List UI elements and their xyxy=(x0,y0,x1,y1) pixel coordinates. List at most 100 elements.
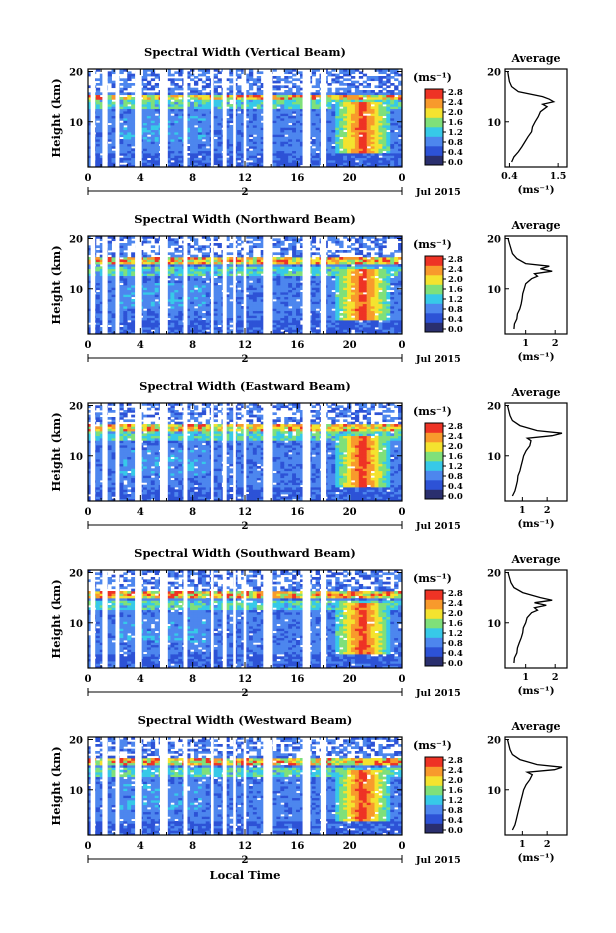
date-label: Jul 2015 xyxy=(415,855,461,866)
colorbar-segment xyxy=(425,805,443,815)
colorbar-tick-label: 2.4 xyxy=(448,265,463,275)
average-profile-line xyxy=(508,573,552,664)
colorbar-segment xyxy=(425,647,443,657)
y-axis-label: Height (km) xyxy=(49,245,63,324)
x-tick-label: 4 xyxy=(137,173,144,184)
avg-y-tick-label: 20 xyxy=(487,68,501,79)
colorbar-segment xyxy=(425,619,443,629)
colorbar-tick-label: 2.4 xyxy=(448,766,463,776)
colorbar-tick-label: 1.2 xyxy=(448,796,463,806)
colorbar-tick-label: 1.2 xyxy=(448,629,463,639)
colorbar-segment xyxy=(425,146,443,156)
panel-title: Spectral Width (Southward Beam) xyxy=(134,546,356,560)
colorbar-unit: (ms⁻¹) xyxy=(413,71,452,84)
colorbar-unit: (ms⁻¹) xyxy=(413,405,452,418)
x-tick-label: 4 xyxy=(137,674,144,685)
colorbar-tick-label: 0.4 xyxy=(448,816,463,826)
panel-5: Spectral Width (Westward Beam) 1 0 20 Height… xyxy=(49,713,567,866)
colorbar-tick-label: 1.6 xyxy=(448,118,463,128)
avg-y-tick-label: 20 xyxy=(487,736,501,747)
x-tick-label: 8 xyxy=(189,674,196,685)
average-frame xyxy=(505,570,567,668)
y-tick-label: 20 xyxy=(69,569,83,580)
colorbar-segment xyxy=(425,423,443,433)
avg-x-tick-label: 0.4 xyxy=(501,171,518,182)
x-tick-label: 0 xyxy=(85,340,92,351)
colorbar-tick-label: 0.0 xyxy=(448,826,463,836)
colorbar-tick-label: 2.0 xyxy=(448,609,463,619)
avg-x-tick-label: 2 xyxy=(552,338,559,349)
colorbar-segment xyxy=(425,275,443,285)
heatmap xyxy=(88,737,402,835)
colorbar-segment xyxy=(425,108,443,118)
colorbar-tick-label: 2.0 xyxy=(448,108,463,118)
panel-title: Spectral Width (Eastward Beam) xyxy=(139,379,351,393)
colorbar-segment xyxy=(425,304,443,314)
colorbar-tick-label: 1.2 xyxy=(448,462,463,472)
heatmap xyxy=(88,236,402,334)
colorbar-unit: (ms⁻¹) xyxy=(413,739,452,752)
y-axis-label: Height (km) xyxy=(49,579,63,658)
colorbar-segment xyxy=(425,156,443,166)
y-tick-label: 10 xyxy=(69,452,83,463)
average-profile-line xyxy=(508,239,552,330)
colorbar-unit: (ms⁻¹) xyxy=(413,572,452,585)
colorbar-segment xyxy=(425,609,443,619)
x-tick-label: 0 xyxy=(399,340,406,351)
x-tick-label: 8 xyxy=(189,507,196,518)
day-marker: 2 xyxy=(242,187,249,198)
x-tick-label: 20 xyxy=(343,841,357,852)
colorbar-tick-label: 0.8 xyxy=(448,138,463,148)
colorbar-segment xyxy=(425,795,443,805)
day-marker: 2 xyxy=(242,521,249,532)
date-label: Jul 2015 xyxy=(415,354,461,365)
x-tick-label: 0 xyxy=(399,674,406,685)
avg-x-tick-label: 2 xyxy=(544,839,551,850)
x-tick-label: 0 xyxy=(85,841,92,852)
colorbar-segment xyxy=(425,89,443,99)
colorbar-segment xyxy=(425,433,443,443)
colorbar-segment xyxy=(425,767,443,777)
x-tick-label: 0 xyxy=(399,507,406,518)
colorbar-segment xyxy=(425,118,443,128)
y-axis-label: Height (km) xyxy=(49,78,63,157)
panel-1: Spectral Width (Vertical Beam)1020Height… xyxy=(49,45,567,198)
panel-2: Spectral Width (Northward Beam)1020Heigh… xyxy=(49,212,567,365)
colorbar-tick-label: 2.4 xyxy=(448,432,463,442)
x-tick-label: 4 xyxy=(137,507,144,518)
avg-x-tick-label: 1 xyxy=(519,839,526,850)
x-tick-label: 16 xyxy=(290,507,304,518)
colorbar-tick-label: 1.6 xyxy=(448,786,463,796)
x-tick-label: 4 xyxy=(137,841,144,852)
y-axis-label: Height (km) xyxy=(49,746,63,825)
avg-y-tick-label: 20 xyxy=(487,569,501,580)
colorbar-tick-label: 0.8 xyxy=(448,806,463,816)
x-tick-label: 16 xyxy=(290,674,304,685)
y-tick-label: 10 xyxy=(69,118,83,129)
colorbar-segment xyxy=(425,757,443,767)
panel-title: Spectral Width (Westward Beam) xyxy=(138,713,353,727)
panel-4: Spectral Width (Southward Beam)1020Heigh… xyxy=(49,546,567,699)
x-tick-label: 0 xyxy=(85,507,92,518)
heatmap xyxy=(88,403,402,501)
colorbar-tick-label: 0.0 xyxy=(448,158,463,168)
x-axis-label: Local Time xyxy=(210,868,281,882)
x-tick-label: 12 xyxy=(238,173,252,184)
colorbar-tick-label: 2.4 xyxy=(448,98,463,108)
colorbar-tick-label: 2.8 xyxy=(448,255,463,265)
colorbar-segment xyxy=(425,600,443,610)
colorbar-tick-label: 1.2 xyxy=(448,295,463,305)
colorbar-segment xyxy=(425,628,443,638)
x-tick-label: 16 xyxy=(290,340,304,351)
average-frame xyxy=(505,403,567,501)
avg-y-tick-label: 20 xyxy=(487,402,501,413)
colorbar-tick-label: 1.2 xyxy=(448,128,463,138)
x-tick-label: 12 xyxy=(238,340,252,351)
colorbar-segment xyxy=(425,657,443,667)
average-title: Average xyxy=(510,386,560,399)
avg-y-tick-label: 20 xyxy=(487,235,501,246)
avg-y-tick-label: 10 xyxy=(487,118,501,129)
colorbar-segment xyxy=(425,824,443,834)
avg-x-axis-label: (ms⁻¹) xyxy=(517,852,554,864)
